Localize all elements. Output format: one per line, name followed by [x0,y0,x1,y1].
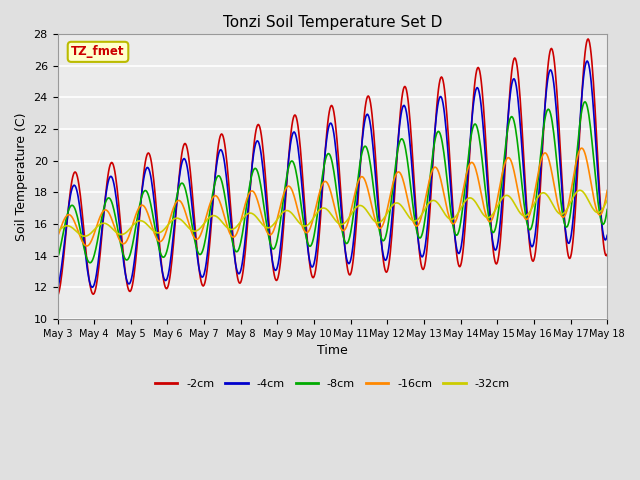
Line: -4cm: -4cm [58,61,607,288]
-4cm [378,239,385,244]
-16cm [378,224,386,229]
-32cm [199,223,207,228]
Line: -2cm: -2cm [58,39,607,296]
Line: -32cm: -32cm [58,190,607,236]
-8cm [86,260,94,265]
-2cm [54,293,61,299]
-4cm [54,285,61,291]
-2cm [324,120,332,126]
-32cm [324,208,332,214]
-8cm [604,206,611,212]
-4cm [324,129,332,134]
-32cm [604,197,611,203]
-16cm [199,227,207,232]
-8cm [324,151,332,156]
-32cm [378,218,386,224]
-16cm [554,200,561,206]
Line: -16cm: -16cm [58,148,607,246]
Text: TZ_fmet: TZ_fmet [71,45,125,59]
-16cm [578,145,586,151]
-16cm [324,182,332,188]
-2cm [553,88,561,94]
Legend: -2cm, -4cm, -8cm, -16cm, -32cm: -2cm, -4cm, -8cm, -16cm, -32cm [150,374,514,393]
-8cm [581,99,589,105]
-2cm [584,36,592,42]
-32cm [175,216,183,221]
Title: Tonzi Soil Temperature Set D: Tonzi Soil Temperature Set D [223,15,442,30]
-4cm [604,232,611,238]
-4cm [431,122,439,128]
-2cm [604,252,611,257]
-16cm [433,165,440,170]
-16cm [175,198,183,204]
-2cm [174,185,182,191]
-4cm [198,274,205,280]
-2cm [198,281,205,287]
-8cm [54,256,61,262]
-16cm [604,188,611,193]
Y-axis label: Soil Temperature (C): Soil Temperature (C) [15,112,28,241]
-8cm [554,167,561,173]
-4cm [584,58,591,64]
-32cm [54,229,61,235]
X-axis label: Time: Time [317,344,348,357]
-32cm [433,199,440,204]
-32cm [554,209,561,215]
-32cm [81,233,89,239]
-8cm [378,237,386,242]
-4cm [174,184,182,190]
-2cm [431,121,439,127]
-32cm [576,187,584,193]
-4cm [553,114,561,120]
-8cm [433,132,440,138]
-16cm [54,234,61,240]
Line: -8cm: -8cm [58,102,607,263]
-16cm [83,243,90,249]
-8cm [199,248,207,254]
-2cm [378,236,385,242]
-8cm [175,185,183,191]
